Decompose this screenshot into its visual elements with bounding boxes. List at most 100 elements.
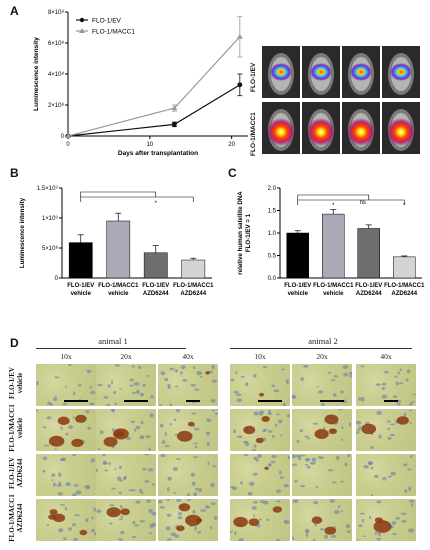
nucleus: [204, 505, 211, 509]
nucleus: [138, 365, 142, 370]
nucleus: [316, 385, 320, 388]
nucleus: [111, 428, 115, 432]
micrograph: [96, 454, 156, 496]
nucleus: [111, 487, 117, 490]
nucleus: [176, 458, 181, 460]
nucleus: [304, 464, 309, 466]
bioluminescence-signal: [310, 63, 332, 81]
nucleus: [174, 369, 179, 373]
nucleus: [64, 385, 68, 388]
nucleus: [230, 530, 233, 533]
stained-cells: [79, 529, 88, 536]
nucleus: [233, 429, 237, 434]
nucleus: [194, 526, 198, 531]
nucleus: [211, 379, 218, 383]
nucleus: [276, 413, 280, 416]
nucleus: [89, 402, 95, 405]
category-label: AZD6244: [143, 291, 169, 297]
nucleus: [409, 421, 412, 424]
x-tick-label: 10: [146, 142, 153, 148]
nucleus: [72, 537, 79, 541]
nucleus: [410, 503, 414, 507]
nucleus: [158, 499, 163, 504]
stained-cells: [75, 414, 87, 423]
nucleus: [399, 382, 403, 385]
nucleus: [119, 504, 123, 509]
nucleus: [139, 436, 145, 440]
nucleus: [315, 485, 319, 488]
nucleus: [56, 484, 62, 487]
bioluminescence-signal: [307, 118, 335, 146]
nucleus: [54, 376, 60, 379]
nucleus: [42, 469, 46, 473]
bar: [321, 213, 345, 279]
nucleus: [403, 412, 407, 417]
stained-cells: [264, 466, 269, 470]
nucleus: [145, 374, 150, 377]
nucleus: [299, 454, 306, 457]
bioluminescence-signal: [390, 63, 412, 81]
category-label: FLO-1/MACC1: [313, 283, 354, 289]
micrograph: [96, 364, 156, 406]
nucleus: [369, 516, 372, 520]
nucleus: [262, 365, 267, 369]
scale-bar: [384, 400, 398, 402]
nucleus: [330, 379, 336, 382]
micrograph-texture: [46, 504, 96, 541]
category-label: AZD6244: [180, 291, 206, 297]
nucleus: [287, 455, 290, 460]
bar: [143, 252, 168, 279]
micrograph: [96, 499, 156, 541]
nucleus: [101, 454, 107, 456]
nucleus: [169, 423, 173, 426]
nucleus: [278, 419, 283, 424]
nucleus: [390, 471, 396, 476]
nucleus: [387, 427, 391, 430]
nucleus: [378, 532, 381, 537]
nucleus: [160, 371, 166, 376]
nucleus: [166, 538, 172, 541]
nucleus: [274, 423, 278, 427]
nucleus: [144, 480, 150, 483]
y-tick-label: 0.5: [268, 254, 277, 260]
nucleus: [323, 426, 326, 431]
nucleus: [123, 476, 127, 481]
stained-cells: [324, 526, 336, 535]
nucleus: [258, 413, 263, 416]
y-tick-label: 1.5: [268, 209, 277, 215]
micrograph: [36, 364, 96, 406]
nucleus: [131, 365, 135, 368]
nucleus: [271, 454, 277, 459]
nucleus: [253, 501, 258, 504]
nucleus: [305, 528, 310, 533]
nucleus: [257, 454, 262, 459]
nucleus: [114, 364, 121, 367]
nucleus: [54, 395, 57, 398]
nucleus: [253, 444, 257, 448]
nucleus: [84, 485, 91, 489]
stained-cells: [176, 525, 185, 532]
nucleus: [401, 520, 407, 523]
nucleus: [251, 505, 257, 510]
nucleus: [179, 371, 183, 375]
nucleus: [176, 409, 180, 413]
micrograph-texture: [96, 454, 156, 495]
nucleus: [166, 513, 172, 517]
nucleus: [358, 524, 363, 527]
nucleus: [196, 531, 202, 534]
micrograph: [158, 409, 218, 451]
nucleus: [212, 409, 215, 412]
nucleus: [210, 502, 216, 506]
significance-bracket: [297, 199, 405, 205]
micrograph: [158, 454, 218, 496]
nucleus: [159, 423, 164, 428]
nucleus: [198, 488, 202, 493]
nucleus: [340, 438, 344, 441]
nucleus: [292, 499, 299, 504]
nucleus: [283, 520, 290, 525]
nucleus: [195, 487, 199, 491]
y-tick-label: 1.0: [268, 231, 277, 237]
nucleus: [247, 491, 253, 496]
nucleus: [140, 421, 144, 425]
y-axis-label: Luminescence intensity: [19, 197, 26, 268]
